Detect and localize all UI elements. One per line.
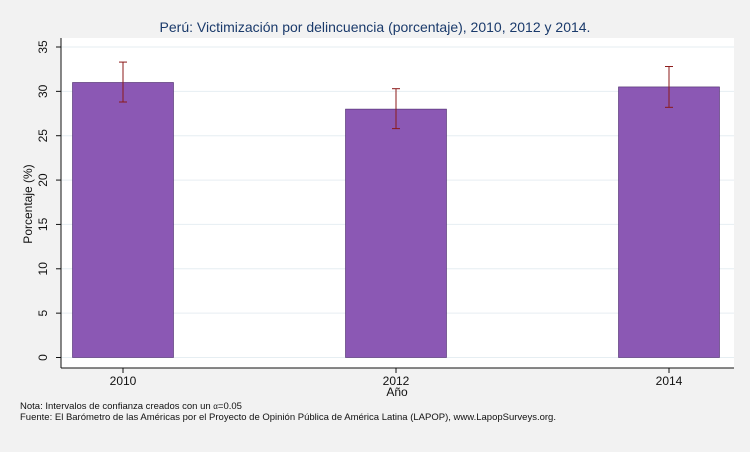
chart-title: Perú: Victimización por delincuencia (po… (160, 19, 591, 35)
y-tick-label: 20 (36, 173, 50, 187)
y-tick-label: 30 (36, 84, 50, 98)
y-tick-label: 0 (36, 354, 50, 361)
bar-2012 (345, 108, 447, 358)
alpha-symbol: α (213, 402, 218, 411)
note-line: Nota: Intervalos de confianza creados co… (20, 401, 242, 412)
note-prefix: Nota: Intervalos de confianza creados co… (20, 401, 214, 412)
x-axis-label: Año (386, 385, 408, 399)
bar-2010 (72, 82, 174, 358)
y-tick-label: 15 (36, 217, 50, 231)
x-axis: 2010 2012 2014 (61, 367, 734, 388)
source-line: Fuente: El Barómetro de las Américas por… (20, 412, 556, 423)
x-tick-label-2010: 2010 (110, 374, 137, 388)
x-tick-label-2014: 2014 (656, 374, 683, 388)
y-axis-label: Porcentaje (%) (21, 164, 35, 243)
bar-2014 (618, 86, 720, 358)
y-tick-label: 5 (36, 309, 50, 316)
y-tick-label: 10 (36, 262, 50, 276)
y-tick-label: 35 (36, 40, 50, 54)
note-suffix: =0.05 (217, 401, 242, 412)
bars (72, 82, 720, 358)
y-axis: 0 5 10 15 20 25 30 35 (36, 38, 62, 368)
y-tick-label: 25 (36, 129, 50, 143)
error-bars (119, 61, 673, 130)
x-tick-label-2012: 2012 (383, 374, 410, 388)
